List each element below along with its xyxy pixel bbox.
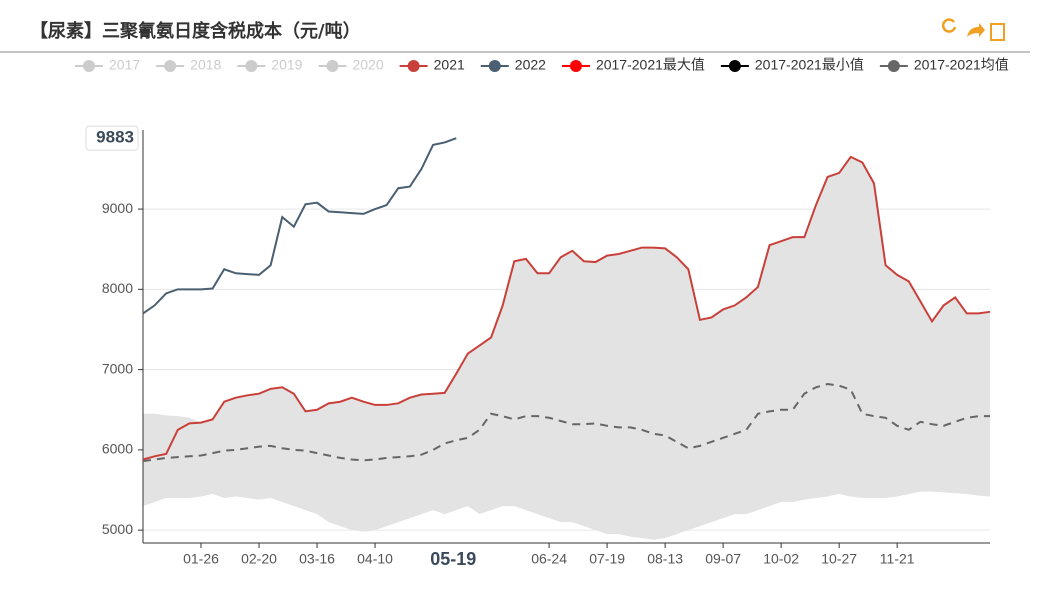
legend-marker [245,60,258,72]
x-tick-label: 07-19 [589,551,625,567]
x-tick-label: 11-21 [880,551,915,567]
legend-label: 2020 [352,57,383,73]
legend-item[interactable]: 2017-2021最大值 [561,57,705,73]
y-tick-label: 6000 [102,441,133,457]
legend-item[interactable]: 2017 [75,57,140,73]
legend-label: 2019 [271,57,302,73]
x-tick-label: 04-10 [357,551,393,567]
legend-item[interactable]: 2021 [399,57,465,73]
legend-label: 2017-2021均值 [914,57,1009,73]
series-line [142,383,990,463]
crosshair-x-box [424,547,489,573]
crosshair-x-label: 05-19 [430,549,476,569]
toolbox[interactable] [941,18,1005,41]
y-tick-label: 7000 [102,360,133,376]
y-tick-label: 5000 [102,521,133,537]
x-tick-label: 01-26 [183,551,219,567]
legend-marker [164,60,177,72]
legend-item[interactable]: 2019 [237,57,303,73]
range-band [143,156,990,540]
x-tick-label: 10-02 [763,551,799,567]
legend-item[interactable]: 2017-2021均值 [879,57,1009,73]
legend-item[interactable]: 2017-2021最小值 [720,57,864,73]
x-tick-label: 09-07 [705,551,741,567]
series-line [142,155,991,461]
refresh-icon[interactable] [941,18,957,33]
legend-label: 2022 [515,57,546,73]
x-tick-label: 02-20 [241,551,277,567]
x-tick-label: 06-24 [531,551,567,567]
x-tick-label: 03-16 [299,551,335,567]
share-icon[interactable] [967,23,985,37]
y-tick-label: 9000 [102,200,133,216]
series-line [142,137,457,315]
x-tick-label: 08-13 [647,551,683,567]
legend-label: 2017 [109,57,140,73]
legend-item[interactable]: 2018 [156,57,222,73]
crosshair-y-label: 9883 [96,128,134,147]
legend-marker [407,60,420,72]
legend-label: 2017-2021最大值 [596,57,705,73]
legend-item[interactable]: 2020 [318,57,384,73]
legend-label: 2018 [190,57,221,73]
legend-label: 2017-2021最小值 [755,57,864,73]
chart-title: 【尿素】三聚氰氨日度含税成本（元/吨） [30,20,361,42]
legend-marker [326,60,339,72]
legend-marker [569,60,582,72]
legend-label: 2021 [434,57,465,73]
save-icon[interactable] [990,23,1005,41]
crosshair-y-box [85,125,139,151]
y-tick-label: 8000 [102,280,133,296]
legend-item[interactable]: 2022 [480,57,546,73]
legend-marker [83,60,95,72]
legend-marker [728,60,741,72]
legend-marker [887,60,900,72]
legend-marker [488,60,501,72]
x-tick-label: 10-27 [821,551,857,567]
